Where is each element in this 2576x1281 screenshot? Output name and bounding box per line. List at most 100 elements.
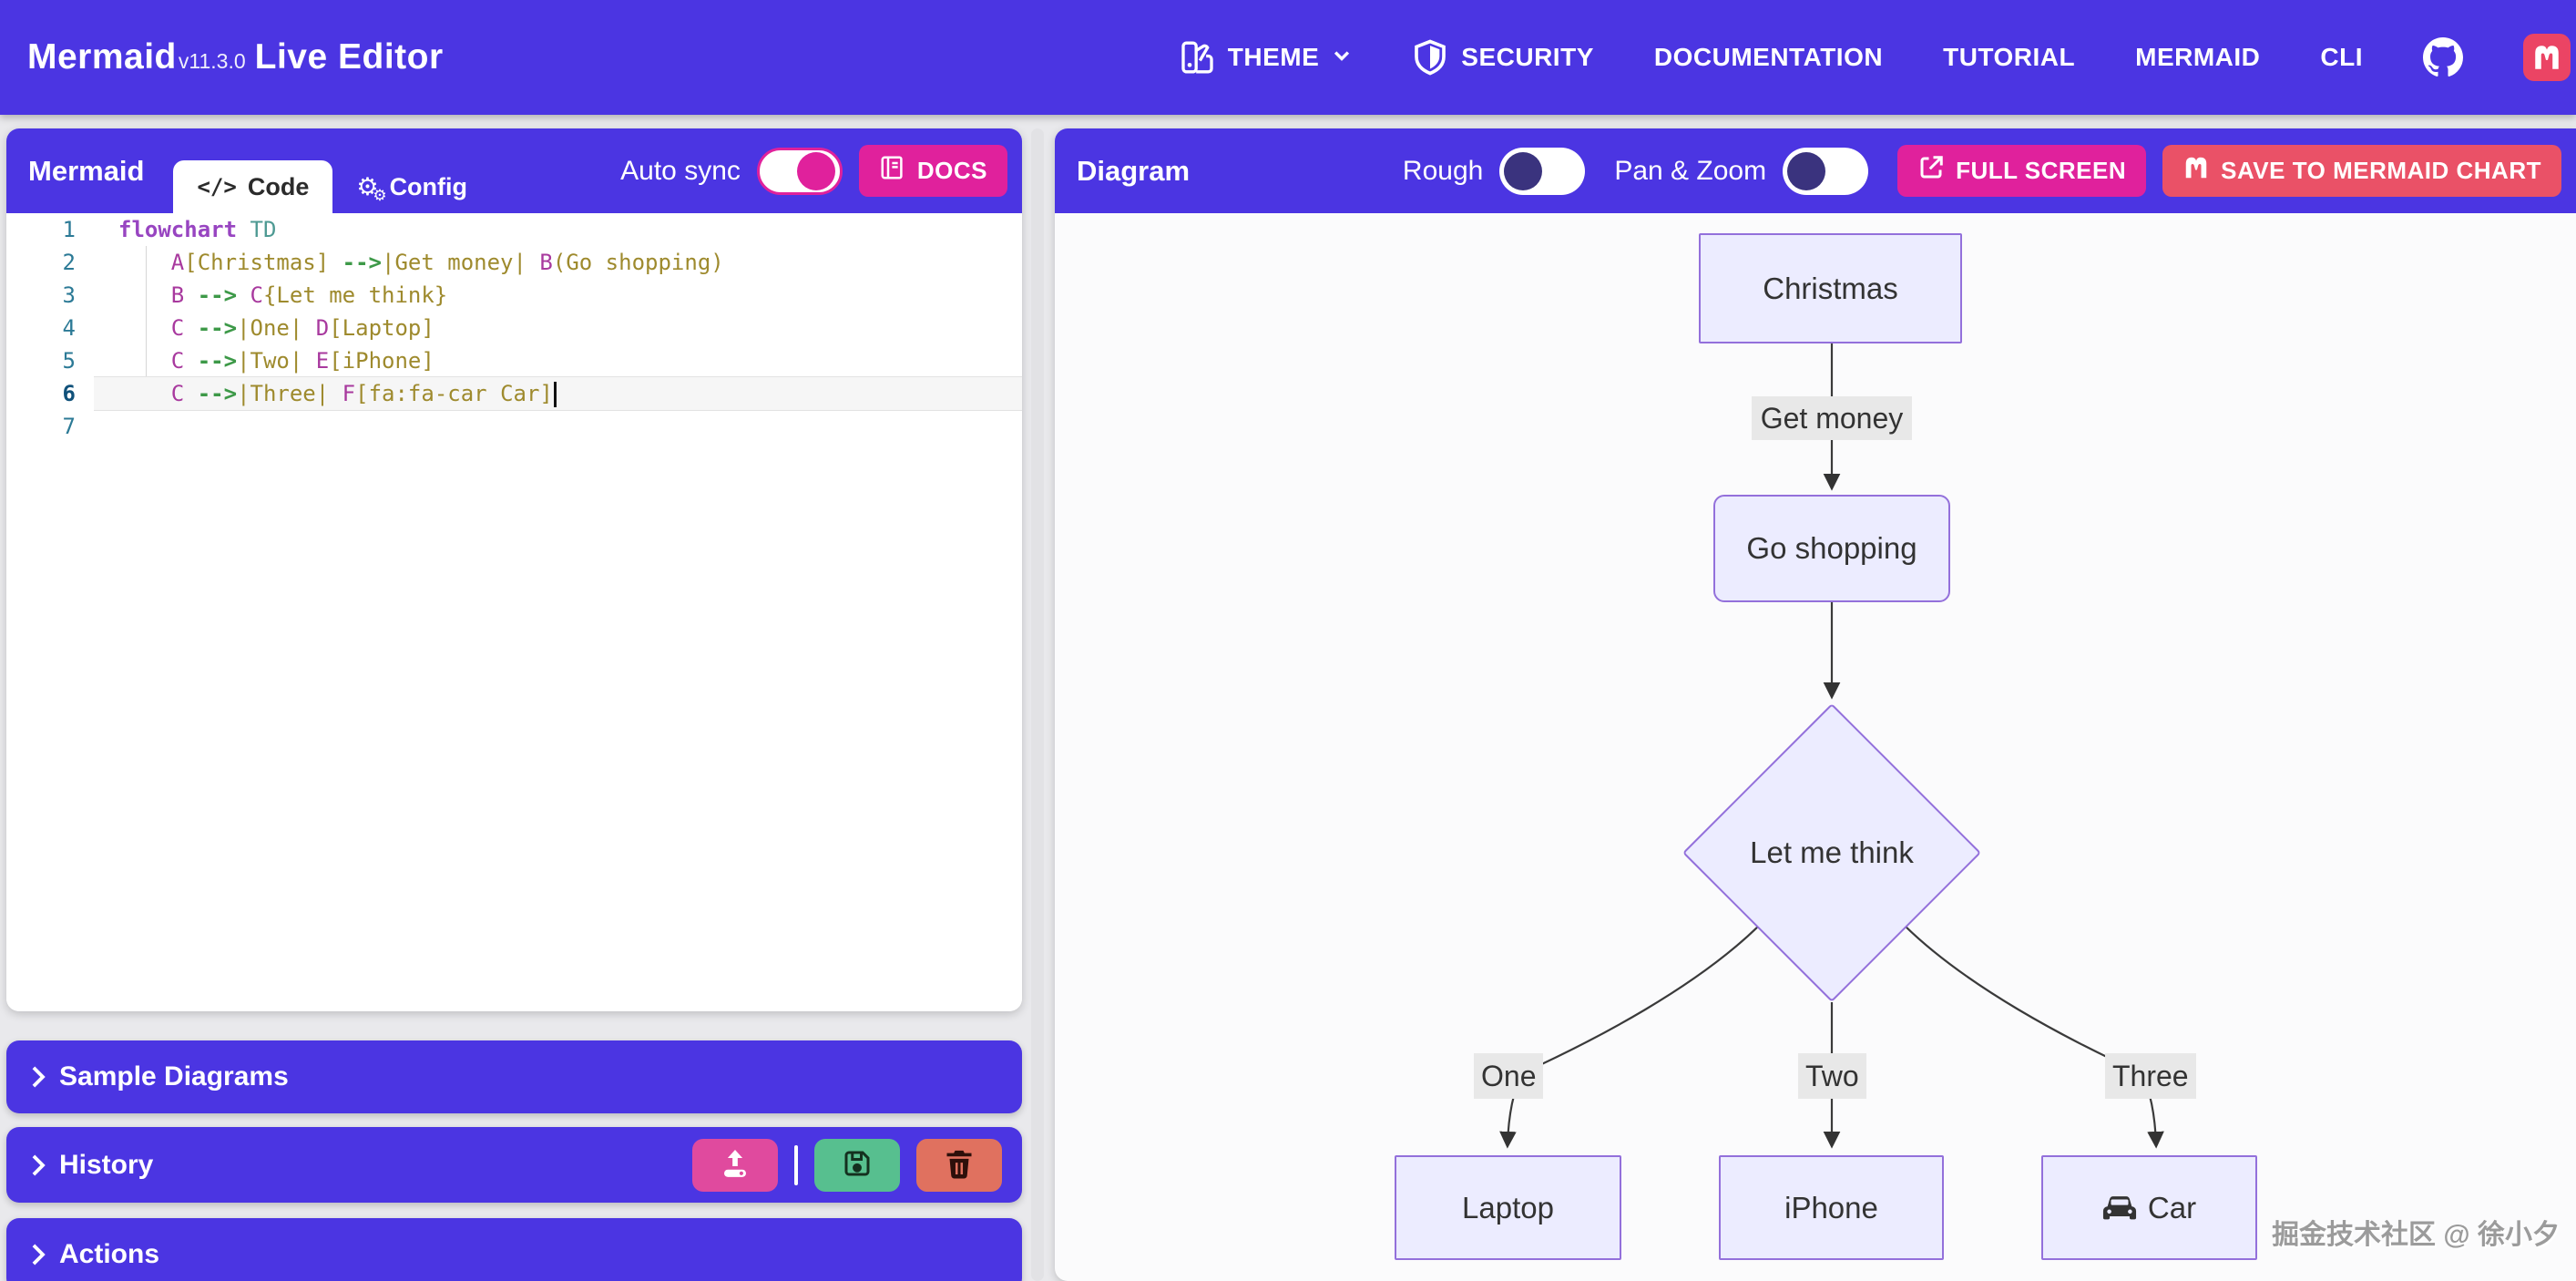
nav-item-label: THEME	[1227, 43, 1320, 71]
section-actions[interactable]: Actions	[6, 1218, 1022, 1281]
nav-item-label: SECURITY	[1461, 43, 1594, 71]
indent-guide	[146, 246, 147, 410]
nav-item-mermaid[interactable]: MERMAID	[2135, 43, 2260, 72]
editor-panel: Mermaid </> Code ⚙ ⚙ Config Auto sync DOC…	[6, 128, 1022, 1011]
edge-label-one: One	[1474, 1053, 1544, 1099]
nav-item-label: CLI	[2320, 43, 2363, 71]
line-number: 4	[62, 315, 76, 341]
chevron-right-icon	[30, 1065, 46, 1089]
nav-item-theme[interactable]: THEME	[1179, 39, 1353, 76]
save-to-mermaid-chart-button[interactable]: SAVE TO MERMAID CHART	[2162, 145, 2561, 197]
line-number: 1	[62, 217, 76, 242]
code-line-content: C -->|Three| F[fa:fa-car Car]	[94, 377, 1022, 410]
external-link-icon	[1917, 154, 1945, 188]
toggle-knob	[1787, 151, 1826, 190]
nav-item-documentation[interactable]: DOCUMENTATION	[1654, 43, 1883, 72]
nav-item-security[interactable]: SECURITY	[1412, 39, 1594, 76]
sample-diagrams-label: Sample Diagrams	[59, 1061, 289, 1091]
node-christmas[interactable]: Christmas	[1699, 233, 1962, 343]
edge-label-three: Three	[2105, 1053, 2196, 1099]
tab-config[interactable]: ⚙ ⚙ Config	[332, 160, 491, 213]
node-go-shopping[interactable]: Go shopping	[1713, 495, 1950, 602]
github-icon	[2423, 37, 2463, 77]
section-sample-diagrams[interactable]: Sample Diagrams	[6, 1040, 1022, 1113]
palette-icon	[1179, 39, 1215, 76]
pan-zoom-label: Pan & Zoom	[1614, 155, 1767, 186]
diagram-head-controls: Rough Pan & Zoom FULL SCREEN SAVE TO MER…	[1403, 128, 2561, 213]
node-car[interactable]: Car	[2041, 1155, 2257, 1260]
gear-icon: ⚙ ⚙	[356, 172, 387, 204]
history-buttons	[692, 1138, 1002, 1192]
node-iphone[interactable]: iPhone	[1719, 1155, 1944, 1260]
section-history[interactable]: History	[6, 1127, 1022, 1203]
code-line-7[interactable]: 7	[6, 410, 1022, 443]
diagram-panel: Diagram Rough Pan & Zoom FULL SCREEN SAV…	[1055, 128, 2576, 1281]
edge-think-laptop	[1499, 922, 1763, 1149]
code-line-content: C -->|One| D[Laptop]	[170, 315, 434, 341]
code-editor[interactable]: 1 flowchart TD 2 A[Christmas] -->|Get mone…	[6, 213, 1022, 1011]
panel-resizer[interactable]	[1031, 128, 1044, 1281]
editor-panel-header: Mermaid </> Code ⚙ ⚙ Config Auto sync DOC…	[6, 128, 1022, 213]
toggle-knob	[1504, 151, 1543, 190]
line-number: 6	[62, 381, 76, 406]
node-let-me-think-label: Let me think	[1750, 835, 1914, 869]
node-go-shopping-label: Go shopping	[1746, 531, 1917, 565]
save-history-button[interactable]	[814, 1138, 900, 1192]
line-number: 2	[62, 250, 76, 275]
docs-button[interactable]: DOCS	[858, 145, 1007, 197]
tab-code[interactable]: </> Code	[173, 160, 333, 213]
brand-version: v11.3.0	[178, 49, 246, 73]
code-line-content	[94, 410, 1022, 443]
editor-tabs: </> Code ⚙ ⚙ Config	[173, 128, 491, 213]
full-screen-label: FULL SCREEN	[1956, 157, 2127, 184]
nav-item-label: DOCUMENTATION	[1653, 43, 1884, 71]
diagram-canvas[interactable]: Christmas Go shopping Let me think Lapto…	[1055, 213, 2576, 1281]
code-line-6[interactable]: 6 C -->|Three| F[fa:fa-car Car]	[6, 377, 1022, 410]
code-line-content: A[Christmas] -->|Get money| B(Go shoppin…	[170, 250, 724, 275]
shield-icon	[1412, 39, 1448, 76]
book-icon	[879, 154, 906, 188]
watermark: 掘金技术社区 @ 徐小夕	[2272, 1220, 2560, 1250]
nav-item-cli[interactable]: CLI	[2320, 43, 2363, 72]
line-number: 5	[62, 348, 76, 374]
editor-head-controls: Auto sync DOCS	[620, 128, 1007, 213]
diagram-panel-title: Diagram	[1077, 154, 1191, 187]
nav-item-label: MERMAID	[2135, 43, 2261, 71]
top-nav: Mermaid v11.3.0 Live Editor THEME SECURIT…	[0, 0, 2576, 115]
code-line-4[interactable]: 4 C -->|One| D[Laptop]	[6, 312, 1022, 344]
pan-zoom-toggle[interactable]	[1783, 147, 1869, 195]
code-icon: </>	[197, 174, 237, 200]
auto-sync-label: Auto sync	[620, 155, 741, 186]
chevron-down-icon	[1332, 43, 1352, 72]
node-laptop[interactable]: Laptop	[1395, 1155, 1621, 1260]
history-label: History	[59, 1149, 154, 1180]
edge-think-car	[1901, 922, 2164, 1149]
top-nav-links: THEME SECURITY DOCUMENTATION TUTORIAL MERMAI…	[1179, 0, 2571, 115]
code-line-5[interactable]: 5 C -->|Two| E[iPhone]	[6, 344, 1022, 377]
diagram-panel-header: Diagram Rough Pan & Zoom FULL SCREEN SAV…	[1055, 128, 2576, 213]
line-number: 3	[62, 282, 76, 308]
actions-label: Actions	[59, 1239, 160, 1269]
node-car-label: Car	[2147, 1190, 2197, 1225]
clear-history-button[interactable]	[916, 1138, 1002, 1192]
mermaid-chart-icon	[2182, 154, 2210, 188]
nav-item-github[interactable]	[2423, 37, 2463, 77]
nav-item-mermaid-chart[interactable]	[2523, 34, 2571, 81]
rough-toggle[interactable]	[1499, 147, 1586, 195]
docs-button-label: DOCS	[916, 157, 987, 184]
code-line-2[interactable]: 2 A[Christmas] -->|Get money| B(Go shopp…	[6, 246, 1022, 279]
code-line-3[interactable]: 3 B --> C{Let me think}	[6, 279, 1022, 312]
auto-sync-toggle[interactable]	[756, 147, 843, 195]
nav-item-label: TUTORIAL	[1943, 43, 2076, 71]
chevron-right-icon	[30, 1153, 46, 1177]
upload-history-button[interactable]	[692, 1138, 778, 1192]
code-line-content: B --> C{Let me think}	[170, 282, 448, 308]
full-screen-button[interactable]: FULL SCREEN	[1897, 145, 2147, 197]
line-number: 7	[62, 414, 76, 439]
node-christmas-label: Christmas	[1763, 271, 1898, 305]
nav-item-tutorial[interactable]: TUTORIAL	[1943, 43, 2075, 72]
code-line-1[interactable]: 1 flowchart TD	[6, 213, 1022, 246]
button-divider	[794, 1144, 798, 1185]
trash-icon	[943, 1147, 976, 1183]
tab-config-label: Config	[389, 172, 468, 200]
